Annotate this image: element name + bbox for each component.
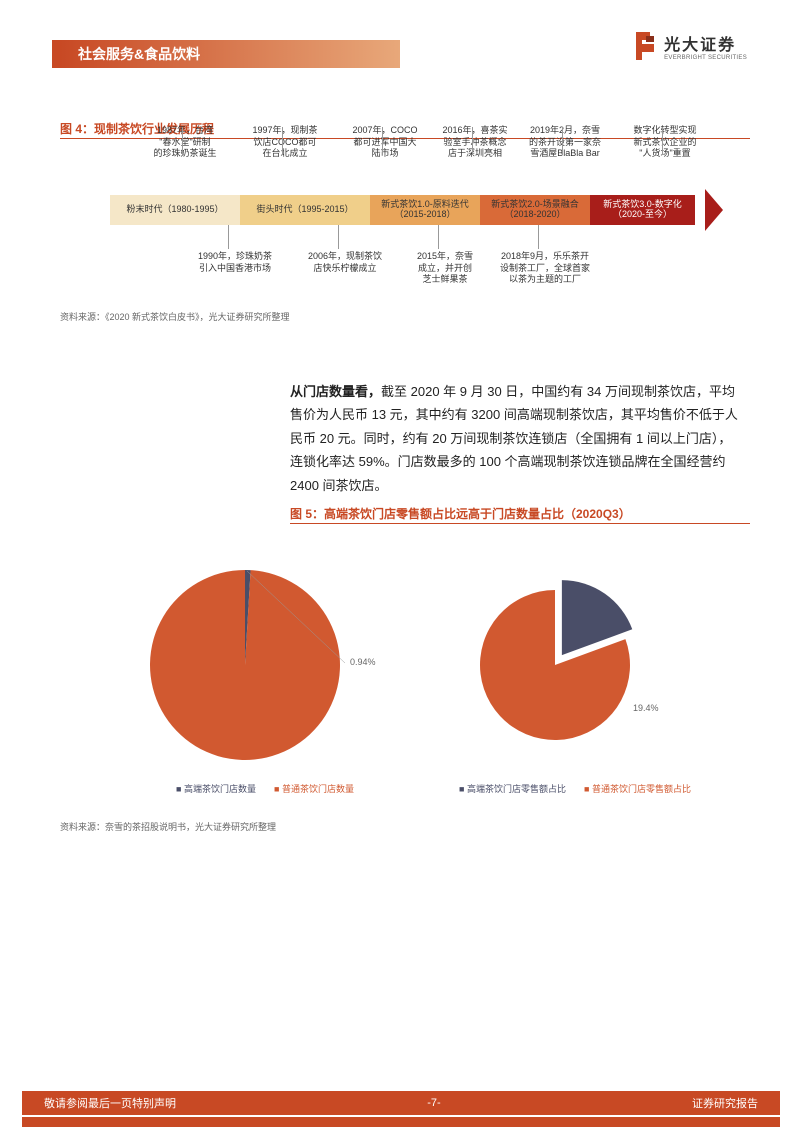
timeline-vline bbox=[538, 225, 539, 249]
timeline-segment: 街头时代（1995-2015） bbox=[240, 195, 370, 225]
header-category: 社会服务&食品饮料 bbox=[78, 44, 200, 64]
pie2-legend-1: 普通茶饮门店零售额占比 bbox=[584, 782, 691, 795]
timeline-top-event: 2016年，喜茶实验室手冲茶概念店于深圳亮相 bbox=[430, 125, 520, 160]
timeline-segment: 粉末时代（1980-1995） bbox=[110, 195, 240, 225]
fig5-underline bbox=[290, 523, 750, 524]
fig4-source: 资料来源：《2020 新式茶饮白皮书》，光大证券研究所整理 bbox=[60, 310, 290, 323]
timeline-vline bbox=[662, 127, 663, 155]
timeline-vline bbox=[472, 127, 473, 155]
timeline-segment: 新式茶饮1.0-原料迭代 （2015-2018） bbox=[370, 195, 480, 225]
logo-en: EVERBRIGHT SECURITIES bbox=[664, 55, 747, 61]
timeline-arrow-icon bbox=[705, 189, 723, 231]
pie2-legend: 高端茶饮门店零售额占比 普通茶饮门店零售额占比 bbox=[455, 782, 695, 795]
timeline-vline bbox=[182, 127, 183, 155]
logo: 光大证券 EVERBRIGHT SECURITIES bbox=[632, 30, 747, 62]
timeline-bot-event: 2006年，现制茶饮店快乐柠檬成立 bbox=[290, 251, 400, 274]
timeline-top-event: 2019年2月，奈雪的茶开设第一家奈雪酒屋BlaBla Bar bbox=[520, 125, 610, 160]
timeline-bot-event: 1990年，珍珠奶茶引入中国香港市场 bbox=[180, 251, 290, 274]
body-paragraph: 从门店数量看，截至 2020 年 9 月 30 日，中国约有 34 万间现制茶饮… bbox=[290, 380, 740, 497]
pie1 bbox=[145, 565, 345, 765]
timeline-vline bbox=[382, 127, 383, 155]
pie1-wrap: 0.94% 高端茶饮门店数量 普通茶饮门店数量 bbox=[145, 565, 385, 795]
footer-left: 敬请参阅最后一页特别声明 bbox=[44, 1095, 176, 1111]
body-rest: 截至 2020 年 9 月 30 日，中国约有 34 万间现制茶饮店，平均售价为… bbox=[290, 384, 738, 493]
body-bold: 从门店数量看， bbox=[290, 384, 381, 399]
logo-icon bbox=[632, 30, 658, 62]
timeline-segment: 新式茶饮3.0-数字化 （2020-至今） bbox=[590, 195, 695, 225]
timeline-top-event: 2007年，COCO都可进军中国大陆市场 bbox=[340, 125, 430, 160]
footer-bottom-stripe bbox=[22, 1117, 780, 1127]
footer-center: -7- bbox=[427, 1097, 440, 1109]
timeline-top-event: 1987年，台湾"春水堂"研制的珍珠奶茶诞生 bbox=[140, 125, 230, 160]
pie2 bbox=[455, 565, 655, 765]
pie-charts: 0.94% 高端茶饮门店数量 普通茶饮门店数量 19.4% 高端茶饮门店零售额占… bbox=[110, 560, 730, 800]
fig5-source: 资料来源：奈雪的茶招股说明书，光大证券研究所整理 bbox=[60, 820, 276, 833]
pie2-callout: 19.4% bbox=[633, 703, 659, 713]
pie-slice bbox=[150, 570, 340, 760]
timeline-segment: 新式茶饮2.0-场景融合 （2018-2020） bbox=[480, 195, 590, 225]
header-accent bbox=[52, 40, 60, 68]
timeline-chart: 1987年，台湾"春水堂"研制的珍珠奶茶诞生1997年，现制茶饮店COCO都可在… bbox=[110, 165, 705, 225]
timeline-vline bbox=[338, 225, 339, 249]
pie1-callout: 0.94% bbox=[350, 657, 376, 667]
timeline-vline bbox=[562, 127, 563, 155]
timeline-vline bbox=[282, 127, 283, 155]
timeline-bot-event: 2018年9月，乐乐茶开设制茶工厂，全球首家以茶为主题的工厂 bbox=[490, 251, 600, 286]
footer-bar: 敬请参阅最后一页特别声明 -7- 证券研究报告 bbox=[22, 1091, 780, 1115]
timeline-vline bbox=[438, 225, 439, 249]
pie1-legend: 高端茶饮门店数量 普通茶饮门店数量 bbox=[145, 782, 385, 795]
pie1-legend-0: 高端茶饮门店数量 bbox=[176, 782, 256, 795]
pie2-legend-0: 高端茶饮门店零售额占比 bbox=[459, 782, 566, 795]
timeline-bot-event: 2015年，奈雪成立，并开创芝士鲜果茶 bbox=[390, 251, 500, 286]
header-category-bar: 社会服务&食品饮料 bbox=[60, 40, 400, 68]
timeline-top-event: 1997年，现制茶饮店COCO都可在台北成立 bbox=[240, 125, 330, 160]
timeline-top-event: 数字化转型实现新式茶饮企业的"人货场"重置 bbox=[620, 125, 710, 160]
footer-right: 证券研究报告 bbox=[692, 1095, 758, 1111]
fig5-title: 图 5：高端茶饮门店零售额占比远高于门店数量占比（2020Q3） bbox=[290, 505, 631, 522]
pie2-wrap: 19.4% 高端茶饮门店零售额占比 普通茶饮门店零售额占比 bbox=[455, 565, 695, 795]
logo-cn: 光大证券 bbox=[664, 31, 747, 55]
timeline-vline bbox=[228, 225, 229, 249]
pie1-legend-1: 普通茶饮门店数量 bbox=[274, 782, 354, 795]
